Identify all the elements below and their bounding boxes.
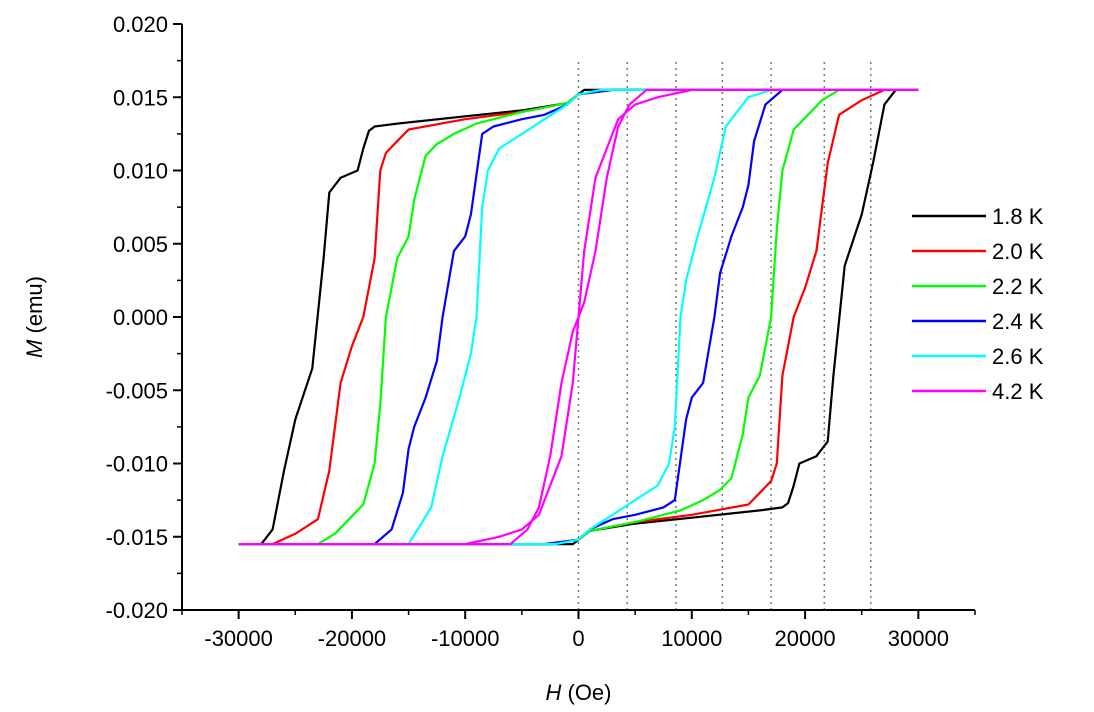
y-tick-label: -0.020 xyxy=(106,598,168,623)
legend-label: 2.2 K xyxy=(992,274,1044,299)
x-tick-label: -10000 xyxy=(431,626,500,651)
y-tick-label: 0.015 xyxy=(113,85,168,110)
legend-label: 2.0 K xyxy=(992,239,1044,264)
x-tick-label: 10000 xyxy=(661,626,722,651)
y-tick-label: -0.005 xyxy=(106,378,168,403)
y-tick-label: 0.010 xyxy=(113,159,168,184)
x-axis-ticks: -30000 -20000 -10000 0 10000 20000 30000 xyxy=(181,610,976,651)
x-tick-label: 30000 xyxy=(888,626,949,651)
series-line xyxy=(238,88,919,546)
legend-label: 2.6 K xyxy=(992,344,1044,369)
x-axis-title: H (Oe) xyxy=(545,680,611,705)
x-tick-label: 20000 xyxy=(774,626,835,651)
y-tick-label: -0.015 xyxy=(106,525,168,550)
y-tick-label: 0.020 xyxy=(113,12,168,37)
series-line xyxy=(238,88,919,546)
x-tick-label: 0 xyxy=(572,626,584,651)
legend: 1.8 K 2.0 K 2.2 K 2.4 K 2.6 K 4.2 K xyxy=(912,204,1044,404)
legend-label: 4.2 K xyxy=(992,379,1044,404)
y-tick-label: -0.010 xyxy=(106,452,168,477)
x-tick-label: -30000 xyxy=(204,626,273,651)
series-line xyxy=(238,88,919,546)
legend-label: 1.8 K xyxy=(992,204,1044,229)
y-axis-ticks: -0.020 -0.015 -0.010 -0.005 0.000 0.005 0.010 0… xyxy=(106,12,182,623)
y-tick-label: 0.005 xyxy=(113,232,168,257)
y-tick-label: 0.000 xyxy=(113,305,168,330)
reference-lines xyxy=(577,62,872,610)
x-tick-label: -20000 xyxy=(318,626,387,651)
y-axis-title: M (emu) xyxy=(22,276,47,358)
legend-label: 2.4 K xyxy=(992,309,1044,334)
series-line xyxy=(238,88,919,546)
series-layer xyxy=(238,88,919,546)
